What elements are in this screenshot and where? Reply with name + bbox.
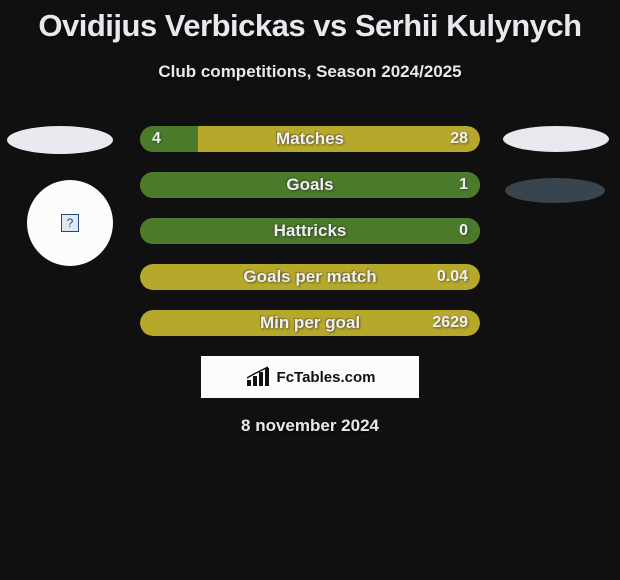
- subtitle: Club competitions, Season 2024/2025: [0, 62, 620, 82]
- player1-name: Ovidijus Verbickas: [38, 8, 305, 43]
- bar-row: Goals1: [140, 172, 480, 198]
- bar-left-fill: [140, 126, 198, 152]
- bar-right-fill: [140, 264, 480, 290]
- chart-area: ? 4Matches28 Goals1 Hattricks0 Goals per ma…: [0, 126, 620, 336]
- placeholder-glyph: ?: [67, 216, 74, 230]
- player1-avatar-slot: ?: [27, 180, 113, 266]
- bar-right-fill: [140, 310, 480, 336]
- player1-flag-slot: [7, 126, 113, 154]
- bar-row: Hattricks0: [140, 218, 480, 244]
- bars-icon: [245, 366, 271, 388]
- comparison-bars: 4Matches28 Goals1 Hattricks0 Goals per matc…: [140, 126, 480, 336]
- date-text: 8 november 2024: [0, 416, 620, 436]
- footer-logo-box: FcTables.com: [201, 356, 419, 398]
- player2-avatar-slot: [505, 178, 605, 203]
- vs-text: vs: [313, 8, 346, 43]
- player2-name: Serhii Kulynych: [355, 8, 582, 43]
- page-title: Ovidijus Verbickas vs Serhii Kulynych: [0, 0, 620, 44]
- player2-flag-slot: [503, 126, 609, 152]
- footer-logo-text: FcTables.com: [277, 369, 376, 386]
- bar-left-fill: [140, 218, 480, 244]
- bar-left-fill: [140, 172, 480, 198]
- bar-row: 4Matches28: [140, 126, 480, 152]
- bar-row: Goals per match0.04: [140, 264, 480, 290]
- placeholder-icon: ?: [61, 214, 79, 232]
- bar-row: Min per goal2629: [140, 310, 480, 336]
